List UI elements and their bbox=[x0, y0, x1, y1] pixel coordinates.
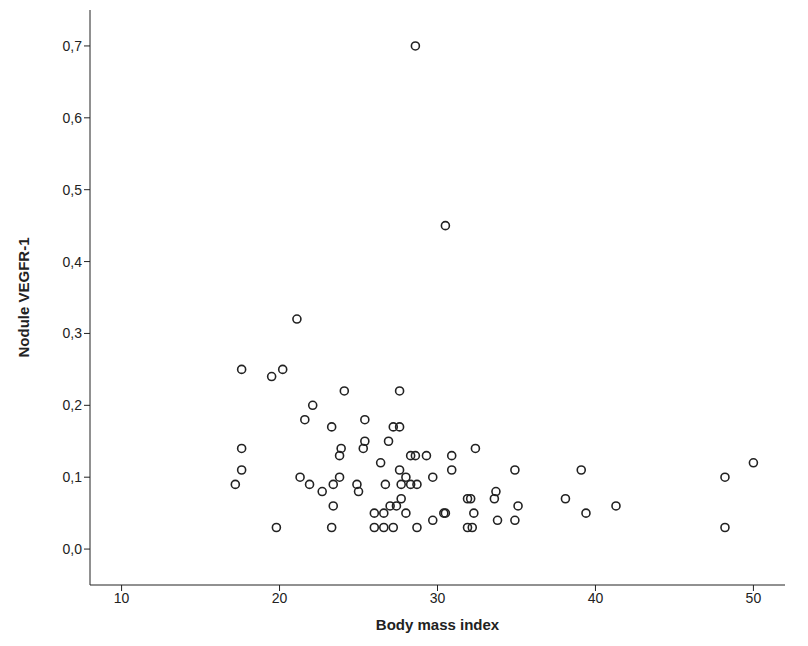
svg-text:Nodule VEGFR-1: Nodule VEGFR-1 bbox=[15, 237, 32, 357]
svg-text:0,6: 0,6 bbox=[63, 110, 83, 126]
svg-text:10: 10 bbox=[114, 590, 130, 606]
svg-text:0,2: 0,2 bbox=[63, 397, 83, 413]
svg-text:30: 30 bbox=[430, 590, 446, 606]
svg-text:Body mass index: Body mass index bbox=[376, 616, 500, 633]
svg-text:20: 20 bbox=[272, 590, 288, 606]
svg-text:40: 40 bbox=[588, 590, 604, 606]
svg-text:50: 50 bbox=[746, 590, 762, 606]
svg-text:0,0: 0,0 bbox=[63, 541, 83, 557]
svg-text:0,3: 0,3 bbox=[63, 325, 83, 341]
svg-text:0,5: 0,5 bbox=[63, 182, 83, 198]
svg-text:0,1: 0,1 bbox=[63, 469, 83, 485]
svg-text:0,7: 0,7 bbox=[63, 38, 83, 54]
svg-text:0,4: 0,4 bbox=[63, 254, 83, 270]
